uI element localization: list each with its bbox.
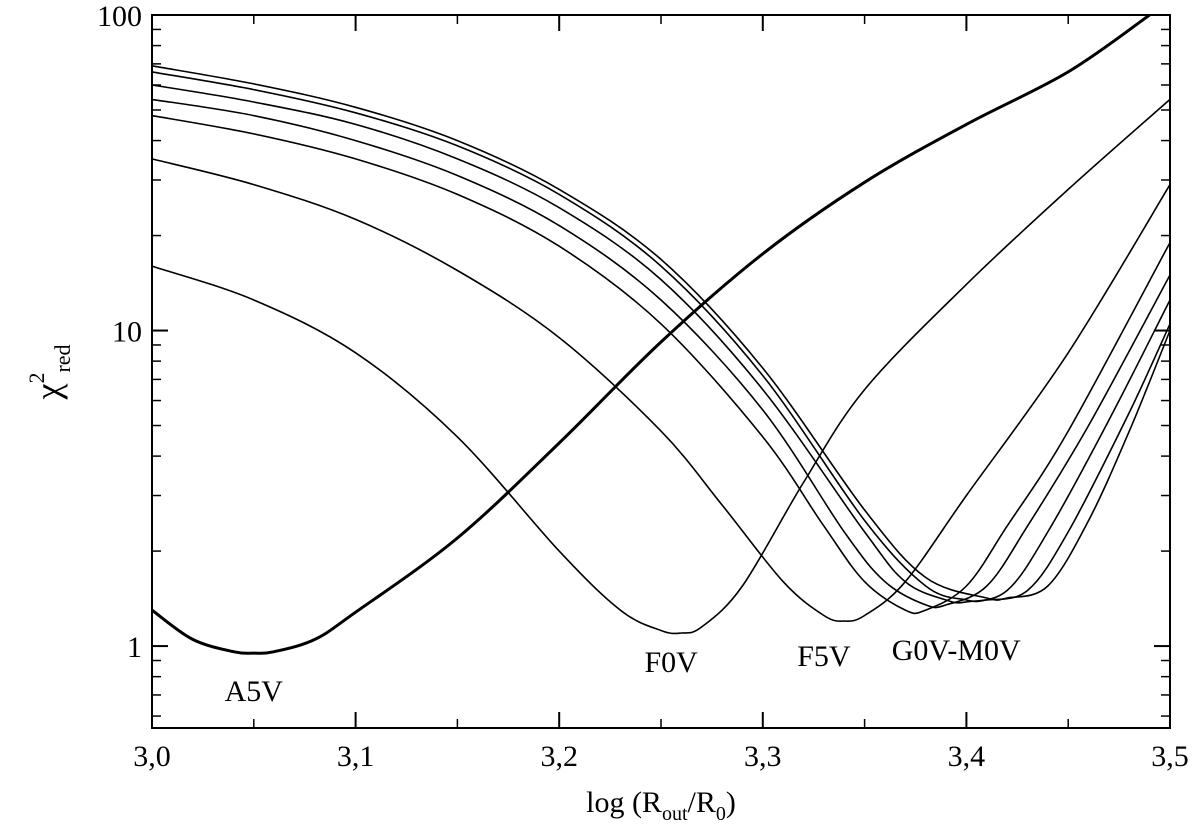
y-tick-label: 100 [97,0,142,33]
x-label-sub-out: out [662,803,688,825]
minor-ticks [152,15,1170,728]
y-label-sup: 2 [24,373,49,384]
plot-frame [151,14,1171,729]
y-tick-label: 10 [112,316,142,349]
series-line-k0v [151,84,1171,604]
x-label-end: ) [726,786,736,819]
x-tick-label: 3,4 [948,740,986,773]
x-label-sub-zero: 0 [716,803,726,825]
series-line-m0v [151,65,1171,601]
series-layer [151,13,1171,655]
series-line-k5v [151,71,1171,603]
series-line-f5v [151,158,1171,622]
x-tick-label: 3,3 [744,740,782,773]
series-line-a5v [151,13,1151,655]
y-label-sub: red [50,344,75,372]
x-label-mid: /R [688,786,716,819]
annotation-g0v-m0v: G0V-M0V [892,634,1021,667]
series-line-g5v [151,98,1171,609]
y-axis-label: χ2red [24,344,75,400]
x-tick-labels: 3,0 3,1 3,2 3,3 3,4 3,5 [133,740,1189,773]
x-label-main: log (R [586,786,662,819]
annotation-a5v: A5V [225,675,284,708]
y-label-chi: χ [28,384,68,401]
curve-annotations: A5V F0V F5V G0V-M0V [225,634,1021,708]
annotation-f0v: F0V [645,646,699,679]
x-axis-label: log (Rout/R0) [586,786,736,825]
x-tick-label: 3,0 [133,740,171,773]
x-tick-label: 3,2 [540,740,578,773]
x-tick-label: 3,1 [337,740,375,773]
series-line-f0v [151,98,1171,635]
major-ticks [151,14,1171,728]
series-line-g0v [151,114,1171,615]
annotation-f5v: F5V [797,640,851,673]
x-tick-label: 3,5 [1151,740,1189,773]
y-tick-label: 1 [127,631,142,664]
y-tick-labels: 1 10 100 [97,0,142,664]
